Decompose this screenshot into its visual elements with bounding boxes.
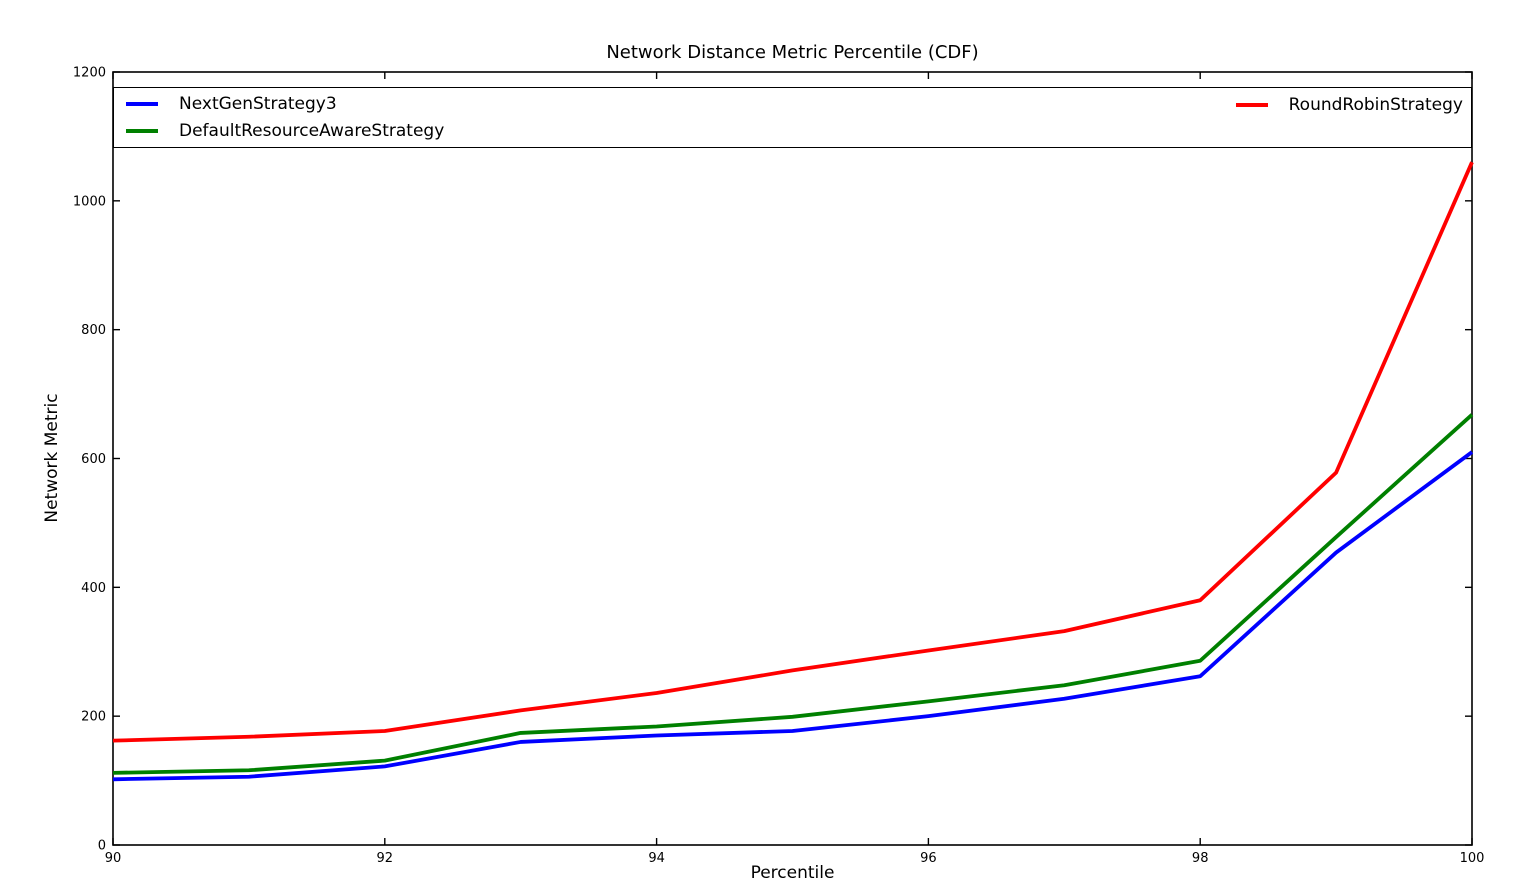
y-tick-label: 200 xyxy=(81,710,106,725)
legend-column-right: RoundRobinStrategy xyxy=(1235,91,1463,144)
legend-label: DefaultResourceAwareStrategy xyxy=(179,120,445,141)
x-tick-label: 98 xyxy=(1192,851,1209,866)
y-tick-label: 800 xyxy=(81,323,106,338)
legend-column-left: NextGenStrategy3 DefaultResourceAwareStr… xyxy=(126,91,444,144)
y-tick-label: 0 xyxy=(98,839,106,854)
series-line-DefaultResourceAwareStrategy xyxy=(112,413,1474,775)
legend-item-nextgenstrategy3: NextGenStrategy3 xyxy=(126,91,444,118)
legend-line-swatch-blue xyxy=(126,102,158,107)
legend-line-swatch-red xyxy=(1235,103,1268,107)
x-tick-label: 94 xyxy=(648,851,665,866)
legend-item-defaultresourceawarestrategy: DefaultResourceAwareStrategy xyxy=(126,118,444,145)
x-axis-label: Percentile xyxy=(750,863,835,883)
x-tick-label: 92 xyxy=(377,851,394,866)
series-line-NextGenStrategy3 xyxy=(112,450,1474,782)
y-tick-label: 400 xyxy=(81,581,106,596)
legend-label: NextGenStrategy3 xyxy=(179,94,337,115)
legend-item-roundrobinstrategy: RoundRobinStrategy xyxy=(1235,91,1463,119)
y-tick-label: 1200 xyxy=(73,66,106,81)
x-tick-label: 96 xyxy=(920,851,937,866)
y-axis-label: Network Metric xyxy=(42,393,62,523)
x-tick-label: 100 xyxy=(1460,851,1485,866)
x-tick-label: 90 xyxy=(105,851,122,866)
legend-label: RoundRobinStrategy xyxy=(1288,95,1463,115)
y-tick-label: 1000 xyxy=(73,194,106,209)
plot-frame xyxy=(112,71,1473,846)
legend: NextGenStrategy3 DefaultResourceAwareStr… xyxy=(113,87,1472,148)
series-line-RoundRobinStrategy xyxy=(112,161,1474,743)
legend-line-swatch-green xyxy=(126,128,158,133)
y-tick-label: 600 xyxy=(81,452,106,467)
chart-title: Network Distance Metric Percentile (CDF) xyxy=(606,42,979,63)
